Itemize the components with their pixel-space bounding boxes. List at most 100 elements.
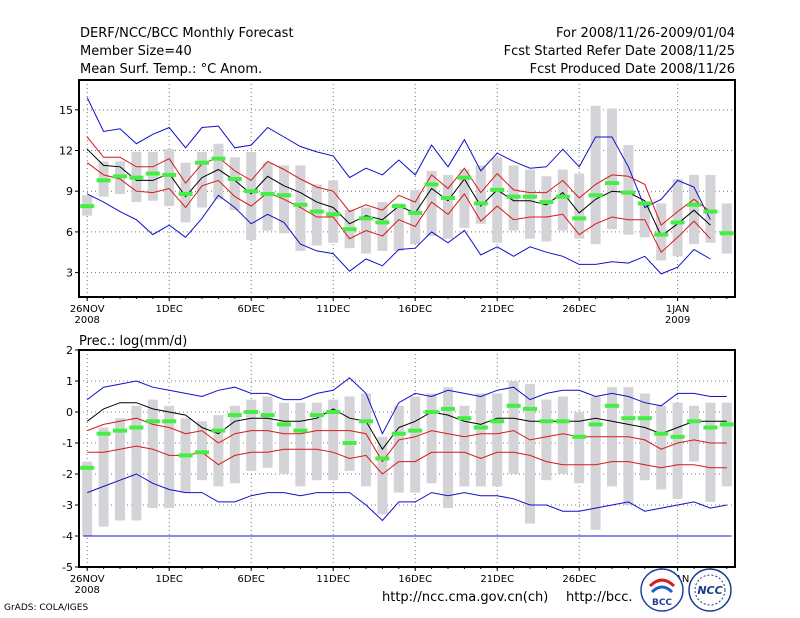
series-line-outer-upper xyxy=(86,377,727,435)
spread-box xyxy=(574,412,585,484)
x-tick-year-label: 2008 xyxy=(74,585,99,596)
precip-panel-title: Prec.: log(mm/d) xyxy=(79,334,187,349)
median-marker xyxy=(145,171,160,176)
median-marker xyxy=(359,216,373,221)
x-tick-label: 1DEC xyxy=(156,304,183,315)
spread-box xyxy=(443,174,453,239)
median-marker xyxy=(162,172,177,177)
spread-box xyxy=(361,393,371,487)
spread-box xyxy=(98,427,109,527)
median-marker xyxy=(326,212,341,217)
y-tick-label: -4 xyxy=(62,530,73,543)
spread-box xyxy=(328,180,339,243)
footer-url-bcc[interactable]: http://bcc. xyxy=(566,590,633,605)
spread-box xyxy=(246,151,257,241)
y-tick-label: -2 xyxy=(62,468,73,481)
median-marker xyxy=(539,200,554,205)
median-marker xyxy=(293,202,308,207)
spread-box xyxy=(672,402,683,499)
spread-box xyxy=(590,396,601,530)
produced-date-label: Fcst Produced Date 2008/11/26 xyxy=(529,62,735,77)
median-marker xyxy=(637,416,652,421)
x-tick-label: 6DEC xyxy=(238,574,265,585)
footer-url-ncc[interactable]: http://ncc.cma.gov.cn(ch) xyxy=(382,590,549,605)
median-marker xyxy=(277,422,291,427)
median-marker xyxy=(555,194,570,199)
variable-label: Mean Surf. Temp.: °C Anom. xyxy=(80,62,263,77)
spread-box xyxy=(311,402,322,481)
spread-box xyxy=(295,165,306,251)
plot-frame xyxy=(78,79,736,298)
spread-box xyxy=(705,402,716,502)
median-marker xyxy=(523,406,537,411)
spread-box xyxy=(115,418,125,521)
median-marker xyxy=(719,422,734,427)
spread-box xyxy=(639,204,650,238)
spread-box xyxy=(557,396,568,474)
x-tick-label: 11DEC xyxy=(316,574,350,585)
series-line-outer-lower xyxy=(86,193,711,275)
y-tick-label: -5 xyxy=(62,561,73,574)
spread-box xyxy=(656,405,667,490)
median-marker xyxy=(605,403,619,408)
series-line-outer-upper xyxy=(86,97,711,220)
median-marker xyxy=(572,216,587,221)
series-line-inner-lower xyxy=(87,445,727,475)
series-line-inner-upper xyxy=(87,417,727,463)
median-marker xyxy=(703,425,718,430)
median-marker xyxy=(80,204,95,209)
median-marker xyxy=(80,465,95,470)
spread-box xyxy=(475,165,486,224)
spread-box xyxy=(164,405,175,509)
spread-box xyxy=(459,405,470,487)
median-marker xyxy=(605,181,619,186)
spread-box xyxy=(639,393,650,481)
median-marker xyxy=(342,441,357,445)
spread-box xyxy=(410,396,421,493)
x-tick-label: 1JAN xyxy=(666,304,689,315)
spread-box xyxy=(689,174,699,245)
median-marker xyxy=(113,428,127,433)
median-marker xyxy=(129,425,144,430)
median-marker xyxy=(424,410,439,414)
median-marker xyxy=(375,456,390,461)
spread-box xyxy=(426,170,437,236)
x-tick-year-label: 2009 xyxy=(665,315,690,326)
median-marker xyxy=(359,419,373,424)
median-marker xyxy=(424,182,439,187)
median-marker xyxy=(719,231,734,236)
plot-frame xyxy=(78,349,736,568)
y-tick-label: -3 xyxy=(62,499,73,512)
median-marker xyxy=(309,413,324,418)
median-marker xyxy=(178,453,193,458)
median-marker xyxy=(145,419,160,424)
spread-box xyxy=(508,381,519,474)
y-tick-label: 9 xyxy=(66,185,73,198)
bcc-logo: BCC xyxy=(640,568,684,612)
median-marker xyxy=(490,419,505,424)
spread-box xyxy=(295,402,306,487)
spread-box xyxy=(229,405,240,484)
spread-box xyxy=(475,393,486,487)
spread-box xyxy=(721,402,732,487)
spread-box xyxy=(656,203,667,261)
y-tick-label: 2 xyxy=(66,344,73,357)
spread-box xyxy=(459,169,470,228)
x-tick-label: 26DEC xyxy=(562,574,596,585)
median-marker xyxy=(244,189,259,194)
member-size-label: Member Size=40 xyxy=(80,44,192,59)
spread-box xyxy=(279,402,289,474)
x-tick-label: 21DEC xyxy=(480,574,514,585)
spread-box xyxy=(557,169,568,231)
x-tick-label: 26NOV xyxy=(70,574,105,585)
median-marker xyxy=(96,178,111,183)
spread-box xyxy=(410,189,421,245)
spread-box xyxy=(344,396,355,471)
y-tick-label: -1 xyxy=(62,437,73,450)
spread-box xyxy=(328,399,339,481)
series-line-inner-upper xyxy=(86,136,711,226)
svg-text:BCC: BCC xyxy=(652,598,672,608)
spread-box xyxy=(672,179,683,257)
median-marker xyxy=(621,416,636,421)
spread-box xyxy=(574,173,585,239)
